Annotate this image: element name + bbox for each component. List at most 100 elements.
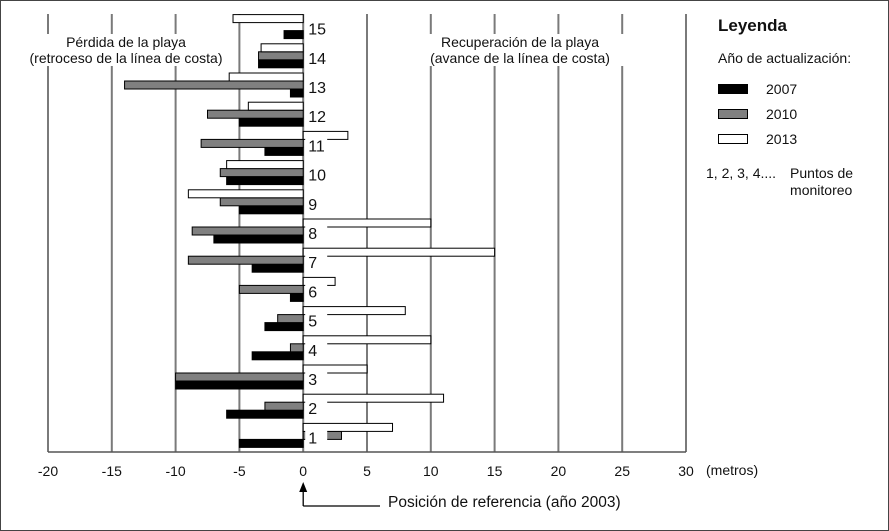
bar-2010-point-13 [124,80,304,90]
point-label-bg-8 [305,224,328,242]
bar-2010-point-5 [277,314,304,324]
legend-item-2010: 2010 [718,101,882,126]
bar-2010-point-9 [219,197,304,207]
bar-2007-point-14 [258,59,304,69]
bar-2010-point-11 [200,138,304,148]
bar-2013-point-1 [302,422,394,432]
legend-swatch-2013 [718,133,748,144]
bar-2013-point-9 [187,189,304,199]
bar-2007-point-10 [226,176,304,186]
point-label-bg-14 [305,48,328,67]
bar-2013-point-3 [302,364,368,374]
x-axis: -20 -15 -10 -5 0 5 10 15 20 25 30 [38,451,694,479]
bar-2010-point-6 [238,284,304,294]
bar-2013-point-5 [302,306,406,316]
bar-2013-point-12 [247,101,304,111]
point-label-7: 7 [308,255,317,272]
left-annotation: Pérdida de la playa (retroceso de la lín… [14,34,238,66]
point-label-bg-7 [305,253,328,272]
legend-points-description: Puntos de monitoreo [790,165,853,199]
legend-item-2007: 2007 [718,76,882,101]
legend-item-2013: 2013 [718,126,882,151]
x-tick-label-10: 10 [423,463,439,479]
point-label-bg-11 [305,136,328,155]
bar-2007-point-5 [264,322,304,332]
reference-marker [299,482,380,507]
point-label-bg-4 [305,340,328,359]
legend-subtitle: Año de actualización: [718,50,852,66]
point-label-4: 4 [308,343,317,360]
x-tick-label--5: -5 [233,463,246,479]
legend-label-2010: 2010 [766,105,798,122]
point-label-9: 9 [308,197,317,214]
right-annotation-line-2: (avance de la línea de costa) [430,50,610,66]
bar-2013-point-7 [302,247,496,257]
right-annotation-line-1: Recuperación de la playa [441,34,599,50]
point-label-11: 11 [308,138,325,155]
bar-2007-point-1 [238,438,304,448]
point-label-bg-6 [305,282,328,301]
bar-2010-point-3 [175,372,304,382]
x-tick-label--10: -10 [165,463,185,479]
bars-layer [124,14,496,448]
bar-2010-point-7 [187,255,304,265]
point-label-bg-1 [305,428,328,447]
bar-2007-point-4 [251,351,304,361]
x-tick-label-15: 15 [487,463,503,479]
legend-points-desc-line-2: monitoreo [790,182,853,198]
bar-2010-point-12 [207,109,304,119]
x-tick-label--20: -20 [38,463,58,479]
x-tick-label-30: 30 [678,463,694,479]
point-label-bg-12 [305,107,328,126]
x-axis-unit-label: (metros) [706,462,759,478]
bar-2007-point-11 [264,146,304,156]
point-label-bg-10 [305,165,328,184]
point-label-2: 2 [308,401,317,418]
bar-2007-point-8 [213,234,304,244]
bar-2007-point-3 [175,380,304,390]
point-label-14: 14 [308,51,326,68]
legend-label-2013: 2013 [766,130,798,147]
grid-layer [47,14,687,452]
bar-2010-point-14 [258,51,304,61]
point-label-bg-2 [305,399,328,418]
reference-arrowhead-icon [299,482,308,492]
bar-2013-point-15 [232,14,304,24]
bar-2010-point-10 [219,168,304,178]
point-label-12: 12 [308,109,326,126]
bar-2010-point-4 [289,343,304,353]
point-label-bg-5 [305,311,328,330]
legend-title: Leyenda [718,16,787,35]
x-tick-label-5: 5 [363,463,371,479]
bar-2007-point-7 [251,263,304,273]
legend: Leyenda Año de actualización: 2007 2010 … [706,10,882,199]
bar-2007-point-2 [226,409,304,419]
bar-2007-point-12 [238,117,304,127]
point-label-bg-15 [305,19,328,38]
left-annotation-line-1: Pérdida de la playa [66,34,186,50]
point-label-6: 6 [308,284,317,301]
bar-2013-point-4 [302,335,432,345]
bar-2007-point-6 [289,292,304,302]
x-tick-label-20: 20 [551,463,567,479]
bar-2007-point-9 [238,205,304,215]
point-label-3: 3 [308,372,317,389]
bar-2007-point-13 [289,88,304,98]
bar-2013-point-14 [260,43,304,53]
point-label-5: 5 [308,314,317,331]
bar-2013-point-13 [228,72,304,82]
x-tick-label-0: 0 [299,463,307,479]
bar-2013-point-2 [302,393,445,403]
legend-points: 1, 2, 3, 4.... Puntos de monitoreo [706,165,882,199]
point-label-13: 13 [308,80,326,97]
legend-points-desc-line-1: Puntos de [790,165,854,181]
bar-2013-point-8 [302,218,432,228]
point-label-1: 1 [308,430,317,447]
left-annotation-line-2: (retroceso de la línea de costa) [29,50,223,66]
right-annotation: Recuperación de la playa (avance de la l… [414,34,626,66]
point-label-8: 8 [308,226,317,243]
point-label-bg-9 [305,194,328,213]
point-label-bg-3 [305,370,328,388]
bar-2013-point-10 [226,160,304,170]
